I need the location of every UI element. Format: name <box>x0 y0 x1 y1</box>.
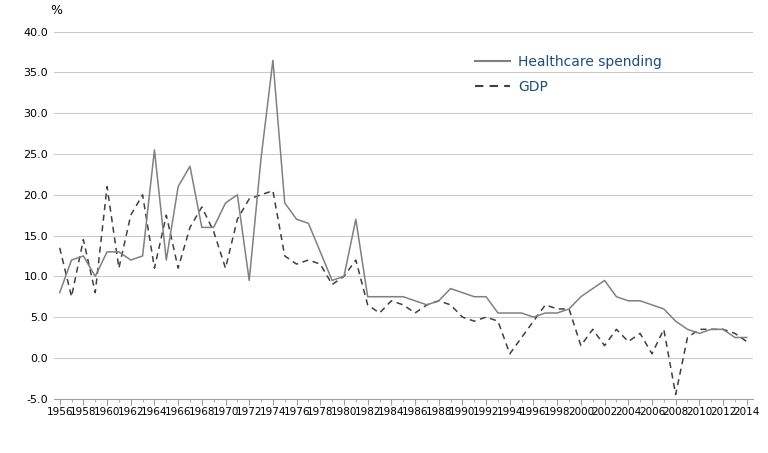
Legend: Healthcare spending, GDP: Healthcare spending, GDP <box>469 50 667 100</box>
Text: %: % <box>50 4 62 17</box>
